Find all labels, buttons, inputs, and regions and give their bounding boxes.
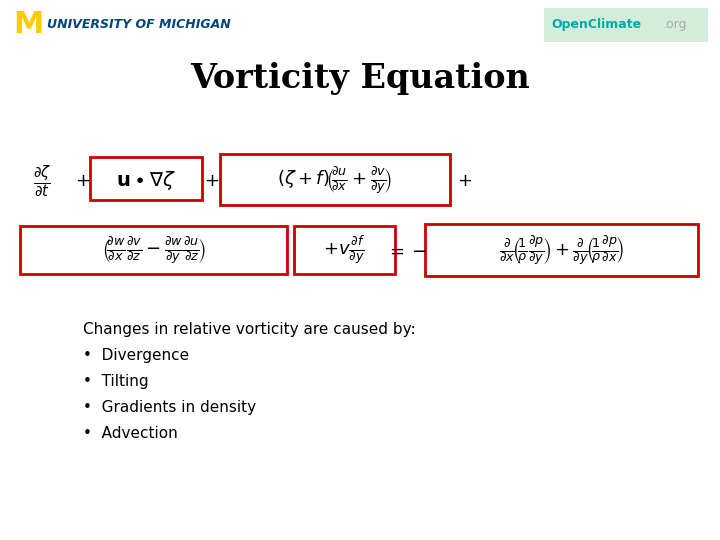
Text: $+ v\frac{\partial f}{\partial y}$: $+ v\frac{\partial f}{\partial y}$: [323, 235, 365, 267]
Text: OpenClimate: OpenClimate: [552, 18, 642, 31]
Text: $= -$: $= -$: [387, 242, 427, 260]
Text: $\frac{\partial}{\partial x}\!\left(\!\frac{1}{\rho}\frac{\partial p}{\partial y: $\frac{\partial}{\partial x}\!\left(\!\f…: [499, 234, 624, 268]
FancyBboxPatch shape: [544, 8, 708, 42]
Text: Vorticity Equation: Vorticity Equation: [190, 62, 530, 95]
Text: Changes in relative vorticity are caused by:: Changes in relative vorticity are caused…: [83, 322, 415, 337]
Text: •  Gradients in density: • Gradients in density: [83, 400, 256, 415]
Text: .org: .org: [662, 18, 687, 31]
Text: $+$: $+$: [456, 172, 472, 190]
Text: •  Divergence: • Divergence: [83, 348, 189, 363]
Text: UNIVERSITY OF MICHIGAN: UNIVERSITY OF MICHIGAN: [47, 18, 230, 31]
Text: $+$: $+$: [204, 172, 220, 190]
Text: $\frac{\partial \zeta}{\partial t}$: $\frac{\partial \zeta}{\partial t}$: [32, 163, 51, 199]
Text: •  Tilting: • Tilting: [83, 374, 148, 389]
Text: $(\zeta + f)\!\left(\!\frac{\partial u}{\partial x} + \frac{\partial v}{\partial: $(\zeta + f)\!\left(\!\frac{\partial u}{…: [277, 165, 392, 197]
Text: $\mathbf{M}$: $\mathbf{M}$: [13, 9, 42, 40]
Text: $\left(\!\frac{\partial w}{\partial x}\frac{\partial v}{\partial z} - \frac{\par: $\left(\!\frac{\partial w}{\partial x}\f…: [102, 235, 205, 267]
Text: •  Advection: • Advection: [83, 426, 178, 441]
Text: $+$: $+$: [75, 172, 91, 190]
Text: $\mathbf{u} \bullet \nabla\zeta$: $\mathbf{u} \bullet \nabla\zeta$: [116, 170, 176, 192]
